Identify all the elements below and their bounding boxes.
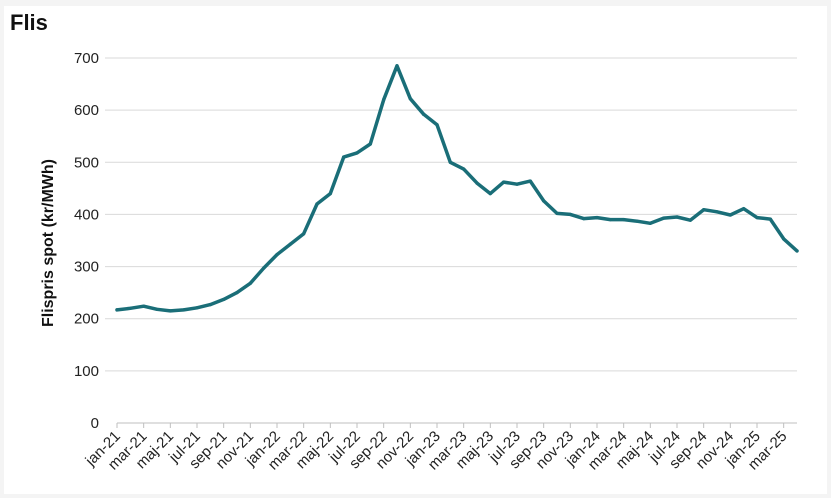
series-layer: [115, 64, 799, 313]
data-point: [355, 151, 359, 155]
data-point: [302, 232, 306, 236]
data-point: [155, 307, 159, 311]
data-point: [328, 191, 332, 196]
data-point: [288, 242, 292, 246]
y-axis-label: Flispris spot (kr/MWh): [40, 159, 57, 327]
data-point: [168, 309, 172, 313]
data-point: [608, 218, 612, 222]
data-point: [755, 215, 759, 220]
data-point: [248, 281, 252, 285]
data-point: [475, 181, 479, 185]
data-point: [582, 217, 586, 221]
data-point: [635, 219, 639, 223]
data-point: [368, 142, 372, 146]
data-point: [195, 306, 199, 310]
data-point: [595, 215, 599, 220]
data-point: [568, 212, 572, 217]
data-point: [182, 308, 186, 312]
data-point: [515, 182, 519, 186]
gridlines: [105, 57, 797, 372]
data-point: [408, 97, 412, 101]
y-tick-label: 300: [74, 259, 99, 276]
y-tick-label: 100: [74, 363, 99, 380]
data-point: [528, 179, 532, 183]
data-point: [382, 98, 386, 102]
y-tick-label: 200: [74, 311, 99, 328]
data-point: [728, 213, 732, 217]
data-point: [222, 297, 226, 302]
data-point: [488, 191, 492, 196]
data-point: [275, 252, 279, 257]
chart-title: Flis: [10, 10, 48, 35]
data-point: [448, 160, 452, 164]
y-tick-label: 500: [74, 154, 99, 171]
y-tick-label: 700: [74, 50, 99, 67]
data-point: [768, 217, 772, 221]
data-point: [782, 237, 786, 241]
data-point: [715, 210, 719, 214]
data-point: [795, 249, 799, 253]
data-point: [675, 215, 679, 219]
data-point: [208, 303, 212, 307]
data-point: [435, 123, 439, 127]
data-point: [128, 306, 132, 310]
data-point: [342, 155, 346, 159]
data-point: [648, 221, 652, 225]
data-point: [235, 291, 239, 295]
data-point: [142, 304, 146, 308]
data-point: [115, 308, 119, 312]
y-axis-ticks: 0 100 200 300 400 500 600 700: [74, 50, 99, 432]
data-point: [688, 218, 692, 222]
y-tick-label: 600: [74, 102, 99, 119]
data-point: [662, 216, 666, 220]
data-point: [502, 180, 506, 184]
data-point: [742, 207, 746, 211]
series-line: [115, 64, 799, 313]
data-point: [395, 64, 399, 68]
y-tick-label: 400: [74, 206, 99, 223]
data-point: [555, 211, 559, 215]
data-point: [462, 167, 466, 171]
data-point: [702, 208, 706, 212]
data-point: [542, 199, 546, 203]
data-point: [315, 202, 319, 206]
data-point: [262, 266, 266, 270]
y-tick-label: 0: [91, 415, 99, 432]
data-point: [622, 218, 626, 222]
chart-panel: [4, 6, 827, 494]
data-point: [422, 112, 426, 116]
x-axis-ticks: jan-21mar-21maj-21jul-21sep-21nov-21jan-…: [82, 423, 790, 473]
